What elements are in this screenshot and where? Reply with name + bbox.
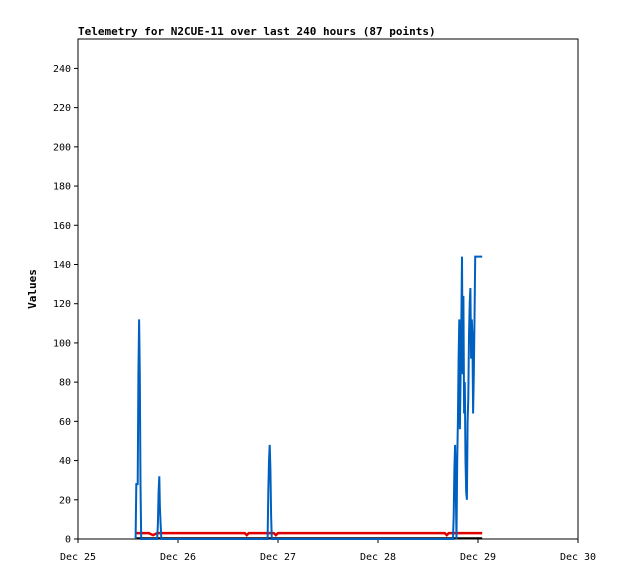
x-tick-label: Dec 27: [260, 552, 296, 563]
y-tick-label: 220: [53, 103, 71, 114]
y-axis-ticks: 0 20 40 60 80 100 120 140 160 180 200 220 240: [53, 64, 78, 546]
chart-title: Telemetry for N2CUE-11 over last 240 hou…: [78, 25, 436, 38]
y-tick-label: 0: [65, 535, 71, 546]
y-tick-label: 40: [59, 456, 71, 467]
y-tick-label: 180: [53, 182, 71, 193]
x-tick-label: Dec 26: [160, 552, 196, 563]
y-tick-label: 240: [53, 64, 71, 75]
x-tick-label: Dec 29: [460, 552, 496, 563]
x-tick-label: Dec 25: [60, 552, 96, 563]
x-tick-label: Dec 30: [560, 552, 596, 563]
y-tick-label: 80: [59, 378, 71, 389]
x-tick-label: Dec 28: [360, 552, 396, 563]
series-line-1: [136, 531, 483, 537]
y-axis-label: Values: [26, 269, 39, 309]
y-tick-label: 120: [53, 299, 71, 310]
y-tick-label: 60: [59, 417, 71, 428]
series-line-2: [134, 255, 483, 540]
y-tick-label: 20: [59, 495, 71, 506]
y-tick-label: 200: [53, 142, 71, 153]
y-tick-label: 160: [53, 221, 71, 232]
series-layer: [134, 255, 483, 540]
y-tick-label: 100: [53, 338, 71, 349]
y-tick-label: 140: [53, 260, 71, 271]
